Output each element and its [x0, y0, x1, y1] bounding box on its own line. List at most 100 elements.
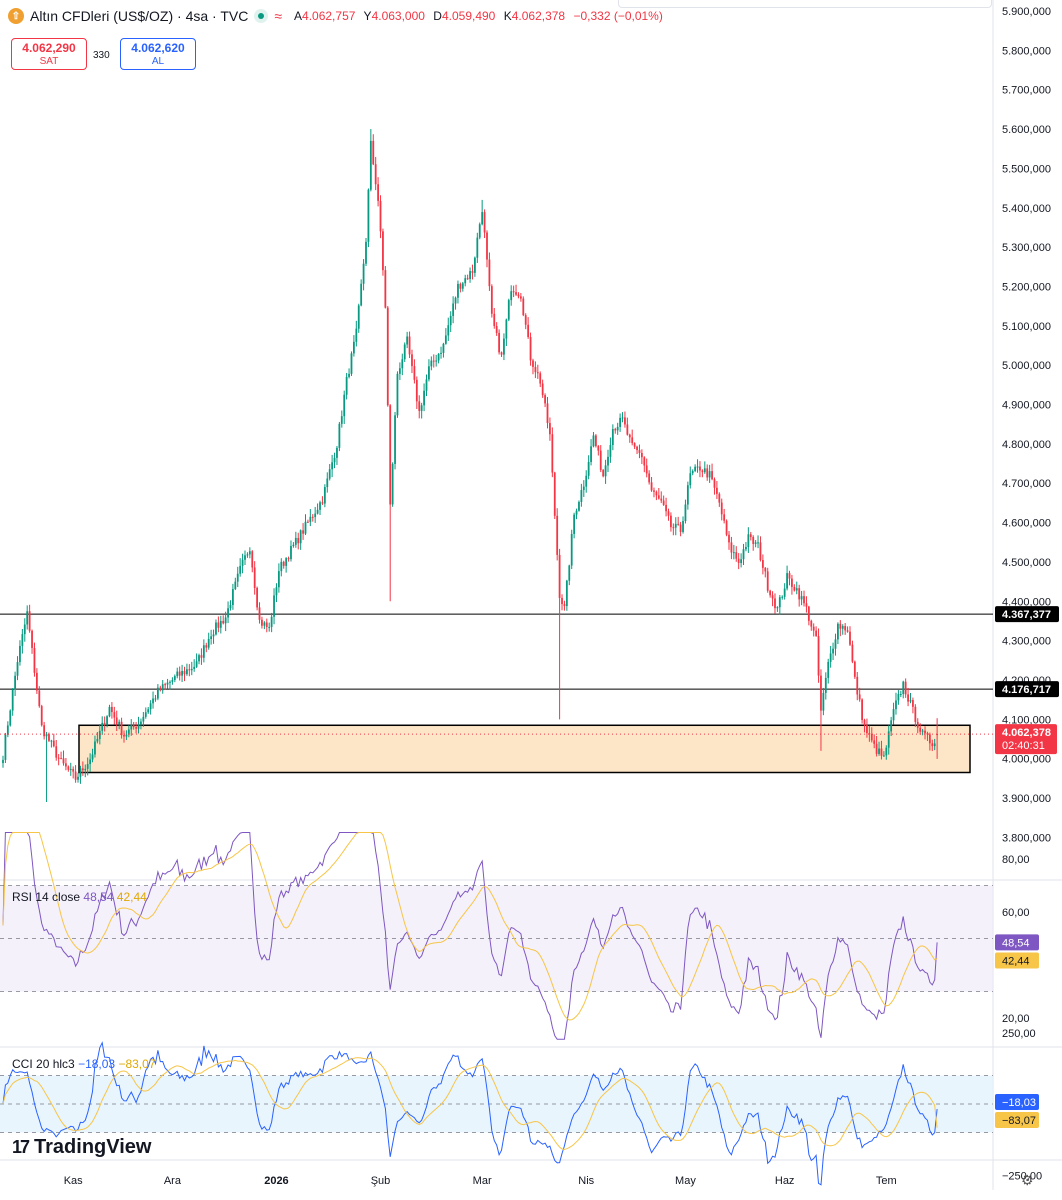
sell-button[interactable]: 4.062,290 SAT — [11, 38, 87, 70]
cci-ma-line — [2, 1057, 938, 1150]
candle-body — [478, 224, 481, 238]
time-tick-label: Ara — [164, 1175, 182, 1187]
cci-legend[interactable]: CCI 20 hlc3 −18,03 −83,07 — [12, 1057, 156, 1071]
candle-body — [820, 675, 822, 711]
candle-body — [786, 573, 788, 589]
candle-body — [764, 567, 767, 572]
candle-body — [720, 502, 723, 515]
candle-body — [500, 352, 503, 355]
candle-body — [931, 743, 934, 747]
current-price-label: 4.062,378 — [1002, 727, 1051, 739]
rsi-title: RSI — [12, 890, 33, 904]
candle-body — [640, 452, 643, 458]
price-tick-label: 4.000,000 — [1002, 754, 1051, 766]
candle-body — [43, 725, 46, 737]
candle-body — [454, 297, 457, 304]
candle-body — [2, 759, 4, 764]
candle-body — [706, 468, 709, 478]
candle-body — [285, 558, 288, 566]
candle-body — [527, 324, 530, 338]
candle-body — [304, 521, 307, 534]
candle-body — [660, 498, 663, 501]
candle-body — [590, 446, 592, 462]
candle-body — [263, 622, 266, 626]
wave-icon[interactable]: ≈ — [274, 8, 283, 24]
candle-body — [691, 470, 694, 474]
candle-body — [539, 373, 542, 384]
candle-body — [868, 733, 871, 735]
candle-body — [471, 271, 474, 273]
candle-body — [212, 634, 215, 637]
candle-body — [244, 555, 246, 560]
candle-body — [357, 305, 360, 329]
candle-body — [829, 653, 832, 662]
candle-body — [505, 319, 508, 339]
ohlc-key-high: Y — [363, 9, 372, 23]
candle-body — [858, 694, 861, 700]
candle-body — [474, 257, 476, 273]
candle-body — [519, 296, 522, 299]
candle-body — [655, 491, 658, 496]
rsi-tick-label: 80,00 — [1002, 854, 1030, 866]
candle-body — [558, 554, 561, 598]
candle-body — [118, 721, 121, 725]
candle-body — [837, 623, 839, 640]
candle-body — [490, 286, 493, 314]
candle-body — [336, 447, 338, 458]
candle-body — [856, 676, 859, 695]
candle-body — [745, 546, 747, 550]
candle-body — [222, 620, 225, 624]
dropdown-panel-edge — [618, 0, 992, 8]
price-tick-label: 5.000,000 — [1002, 360, 1051, 372]
candle-body — [319, 502, 321, 510]
candle-body — [14, 675, 16, 690]
symbol-title[interactable]: Altın CFDleri (US$/OZ) · 4sa · TVC — [30, 8, 249, 24]
candle-body — [111, 706, 113, 713]
candle-body — [747, 534, 750, 547]
candle-body — [481, 212, 484, 225]
candle-body — [31, 630, 33, 648]
candle-body — [251, 551, 254, 568]
candle-body — [50, 740, 53, 742]
settings-gear-icon[interactable]: ⚙ — [1021, 1172, 1034, 1188]
candle-body — [62, 758, 65, 764]
candle-body — [362, 263, 365, 284]
rsi-ma-value: 42,44 — [116, 890, 147, 904]
candle-body — [815, 630, 818, 637]
candle-body — [754, 542, 757, 544]
candle-body — [338, 423, 341, 448]
candle-body — [916, 721, 919, 728]
time-tick-label: Tem — [876, 1175, 897, 1187]
candle-body — [730, 542, 733, 553]
candle-body — [195, 661, 198, 667]
tradingview-logo[interactable]: 17 TradingView — [12, 1136, 151, 1159]
price-tick-label: 4.500,000 — [1002, 557, 1051, 569]
buy-button[interactable]: 4.062,620 AL — [120, 38, 196, 70]
market-open-dot-icon[interactable] — [254, 9, 269, 23]
candle-body — [101, 722, 104, 731]
candle-body — [924, 730, 926, 734]
candle-body — [333, 457, 336, 463]
candle-body — [781, 596, 784, 598]
candle-body — [159, 687, 162, 691]
candle-body — [241, 559, 244, 566]
candle-body — [807, 606, 810, 621]
candle-body — [449, 315, 452, 326]
candle-body — [532, 360, 534, 367]
candle-body — [169, 681, 171, 683]
candle-body — [476, 237, 479, 258]
candle-body — [299, 530, 302, 544]
candle-body — [440, 352, 442, 354]
candle-body — [79, 768, 82, 777]
candle-body — [265, 622, 268, 627]
candle-body — [512, 291, 515, 293]
candle-body — [57, 757, 60, 759]
candle-body — [89, 759, 92, 765]
candle-body — [200, 655, 203, 658]
candle-body — [899, 694, 902, 696]
candle-body — [403, 344, 406, 360]
rsi-legend[interactable]: RSI 14 close 48,54 42,44 — [12, 890, 147, 904]
candle-body — [619, 417, 621, 427]
candle-body — [425, 379, 428, 391]
